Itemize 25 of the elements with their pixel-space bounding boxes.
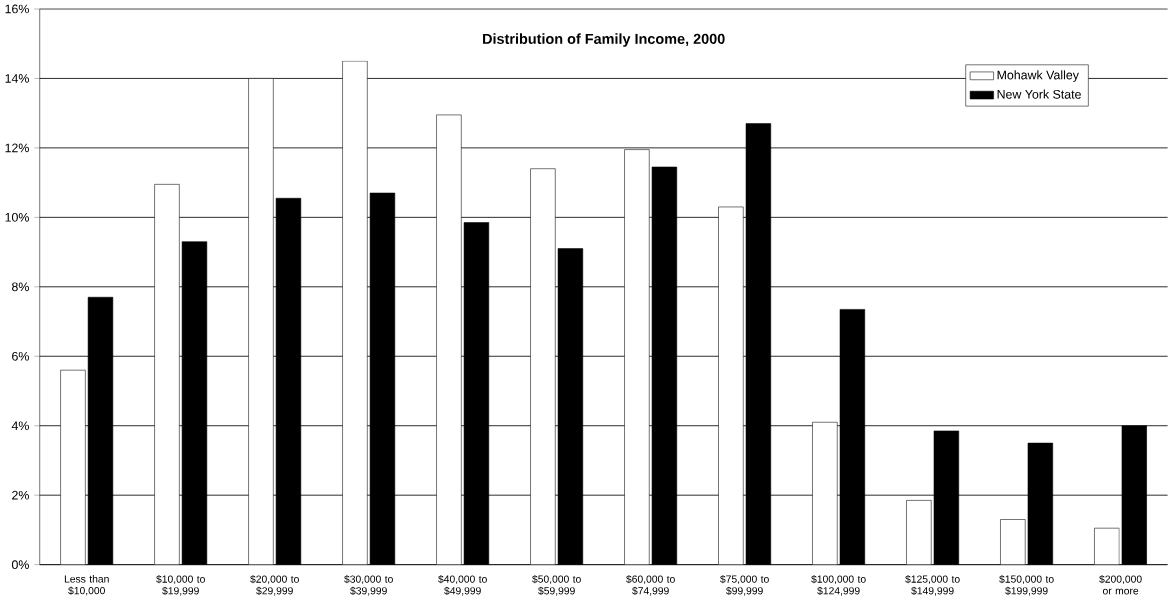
x-tick-label: $100,000 to $124,999 — [811, 574, 866, 596]
y-tick-label: 6% — [12, 351, 29, 361]
x-tick-label: $50,000 to $59,999 — [532, 574, 581, 596]
y-tick-label: 14% — [5, 73, 29, 83]
x-tick-label: $75,000 to $99,999 — [720, 574, 769, 596]
bar — [1094, 527, 1120, 565]
y-tick-label: 12% — [5, 143, 29, 153]
x-tick-label: $20,000 to $29,999 — [250, 574, 299, 596]
y-tick-label: 8% — [12, 282, 29, 292]
legend-label: New York State — [997, 89, 1081, 99]
text: Distribution of Family Income, 2000 — [483, 33, 725, 47]
y-tick-label: 10% — [5, 212, 29, 222]
y-tick-label: 4% — [11, 421, 29, 430]
x-tick-label: $30,000 to $39,999 — [344, 574, 393, 596]
x-tick-label: $200,000 or more — [1099, 574, 1142, 595]
y-tick-label: 2% — [12, 490, 29, 500]
x-tick-label: $60,000 to $74,999 — [626, 574, 675, 596]
x-tick-label: $150,000 to $199,999 — [999, 574, 1054, 596]
y-tick-label: 0% — [11, 560, 29, 569]
x-tick-label: Less than $10,000 — [64, 574, 109, 596]
x-tick-label: $40,000 to $49,999 — [438, 574, 487, 596]
x-tick-label: $125,000 to $149,999 — [905, 574, 960, 596]
y-tick-label: 16% — [5, 4, 29, 14]
x-tick-label: $10,000 to $19,999 — [156, 574, 205, 596]
legend-label: Mohawk Valley — [997, 70, 1079, 82]
